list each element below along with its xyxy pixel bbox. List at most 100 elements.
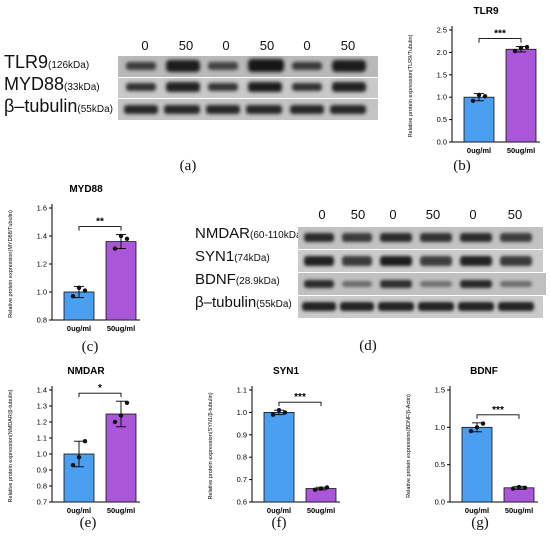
bar-chart-nmdar: NMDAR Relative protein expression(NMDAR/β… <box>8 366 140 515</box>
data-point <box>270 412 276 417</box>
significance-label: ** <box>96 217 104 228</box>
protein-size: (28.9kDa) <box>235 276 280 287</box>
lane-label: 50 <box>507 207 523 222</box>
chart-title: MYD88 <box>69 184 103 195</box>
x-tick-label: 0ug/ml <box>67 324 91 333</box>
chart-title: BDNF <box>470 366 498 377</box>
lane-label: 50 <box>178 38 194 53</box>
data-point <box>512 48 518 54</box>
protein-size: (55kDa) <box>77 104 113 115</box>
y-tick-label: 0.7 <box>37 498 47 507</box>
blot-panel-a: 0 50 0 50 0 50 TLR9(126kDa) MYD88(33kDa)… <box>0 0 380 174</box>
blot-row-label: MYD88(33kDa) <box>4 74 100 95</box>
significance-label: * <box>98 383 102 394</box>
x-tick-label: 0ug/ml <box>267 506 291 515</box>
y-axis-label: Relative protein expression(NMDAR/β-tubu… <box>8 389 14 502</box>
panel-caption: (f) <box>271 515 287 531</box>
protein-name: NMDAR <box>195 225 250 242</box>
x-tick-label: 50ug/ml <box>107 324 135 333</box>
significance-label: *** <box>494 29 506 40</box>
y-tick-label: 2.5 <box>437 26 447 35</box>
significance-label: *** <box>492 405 504 416</box>
blot-row-label: SYN1(74kDa) <box>195 248 270 266</box>
data-point <box>518 45 524 51</box>
y-tick-label: 1.1 <box>237 386 247 395</box>
bar <box>105 413 137 503</box>
y-axis-label: Relative protein expression(BDNF/β-Actin… <box>406 394 412 498</box>
significance-bracket <box>78 392 122 398</box>
data-point <box>476 92 482 98</box>
protein-size: (60-110kDa) <box>250 230 305 241</box>
data-point <box>282 410 288 415</box>
data-point <box>112 419 118 425</box>
data-point <box>468 428 474 434</box>
data-point <box>474 425 480 430</box>
data-point <box>522 485 528 491</box>
chart-title: NMDAR <box>67 366 105 377</box>
blot-row-label: β–tubulin(55kDa) <box>195 294 292 312</box>
bar-chart-bdnf: BDNF Relative protein expression(BDNF/β-A… <box>406 366 538 515</box>
panel-caption: (b) <box>453 158 471 174</box>
data-point <box>112 246 118 251</box>
x-tick-label: 0ug/ml <box>465 506 489 515</box>
data-point <box>124 400 130 405</box>
panel-caption: (c) <box>81 339 99 355</box>
data-point <box>118 233 124 239</box>
data-point <box>82 288 88 293</box>
bar <box>461 426 493 503</box>
data-point <box>470 98 476 103</box>
data-point <box>482 94 488 99</box>
bar <box>263 412 295 503</box>
y-tick-label: 1.0 <box>435 423 445 432</box>
blot-row-label: NMDAR(60-110kDa) <box>195 225 305 243</box>
y-tick-label: 0.6 <box>237 498 247 507</box>
y-tick-label: 0.5 <box>435 460 445 469</box>
y-tick-label: 1.5 <box>437 70 447 79</box>
y-axis-label: Relative protein expression(TLR9/Tubulin… <box>408 34 414 137</box>
protein-name: β–tubulin <box>4 96 78 116</box>
panel-caption: (g) <box>471 515 489 531</box>
y-tick-label: 0.0 <box>435 498 445 507</box>
y-tick-label: 1.4 <box>37 232 47 241</box>
data-point <box>524 44 530 50</box>
data-point <box>516 484 522 490</box>
lane-label: 50 <box>259 38 275 53</box>
blot-panel-d: 0 50 0 50 0 50 NMDAR(60-110kDa) SYN1(74k… <box>190 195 550 365</box>
protein-name: SYN1 <box>195 248 235 265</box>
bar-chart-tlr9: TLR9 Relative protein expression(TLR9/Tub… <box>408 6 540 155</box>
lane-label: 0 <box>389 207 397 222</box>
bar <box>505 48 537 143</box>
blot-row-label: BDNF(28.9kDa) <box>195 271 280 289</box>
y-tick-label: 0.8 <box>237 453 247 462</box>
significance-bracket <box>478 38 522 43</box>
data-point <box>124 236 130 241</box>
chart-title: SYN1 <box>273 366 300 377</box>
lane-label: 0 <box>469 207 477 222</box>
significance-bracket <box>78 226 122 231</box>
y-tick-label: 0.9 <box>237 430 247 439</box>
lane-label: 0 <box>222 38 230 53</box>
data-point <box>324 485 330 490</box>
x-tick-label: 50ug/ml <box>505 506 533 515</box>
lane-label: 50 <box>340 38 356 53</box>
data-point <box>480 421 486 426</box>
y-tick-label: 1.6 <box>37 204 47 213</box>
significance-bracket <box>278 401 322 407</box>
protein-size: (74kDa) <box>234 253 270 264</box>
bar-chart-syn1: SYN1 Relative protein expression(SYN1/β-t… <box>208 366 340 515</box>
x-tick-label: 0ug/ml <box>467 146 491 155</box>
bar <box>503 487 535 503</box>
data-point <box>82 439 88 444</box>
protein-size: (33kDa) <box>64 82 100 93</box>
data-point <box>76 285 82 290</box>
y-tick-label: 0.7 <box>237 475 247 484</box>
data-point <box>276 407 282 413</box>
data-point <box>312 487 318 492</box>
y-tick-label: 1.0 <box>37 450 47 459</box>
blot-image-d <box>298 227 546 318</box>
protein-name: MYD88 <box>4 74 65 94</box>
lane-label: 0 <box>318 207 326 222</box>
bar-chart-myd88: MYD88 Relative protein expression(MYD88/T… <box>8 184 140 333</box>
panel-caption: (d) <box>359 338 377 354</box>
lane-label: 0 <box>141 38 149 53</box>
